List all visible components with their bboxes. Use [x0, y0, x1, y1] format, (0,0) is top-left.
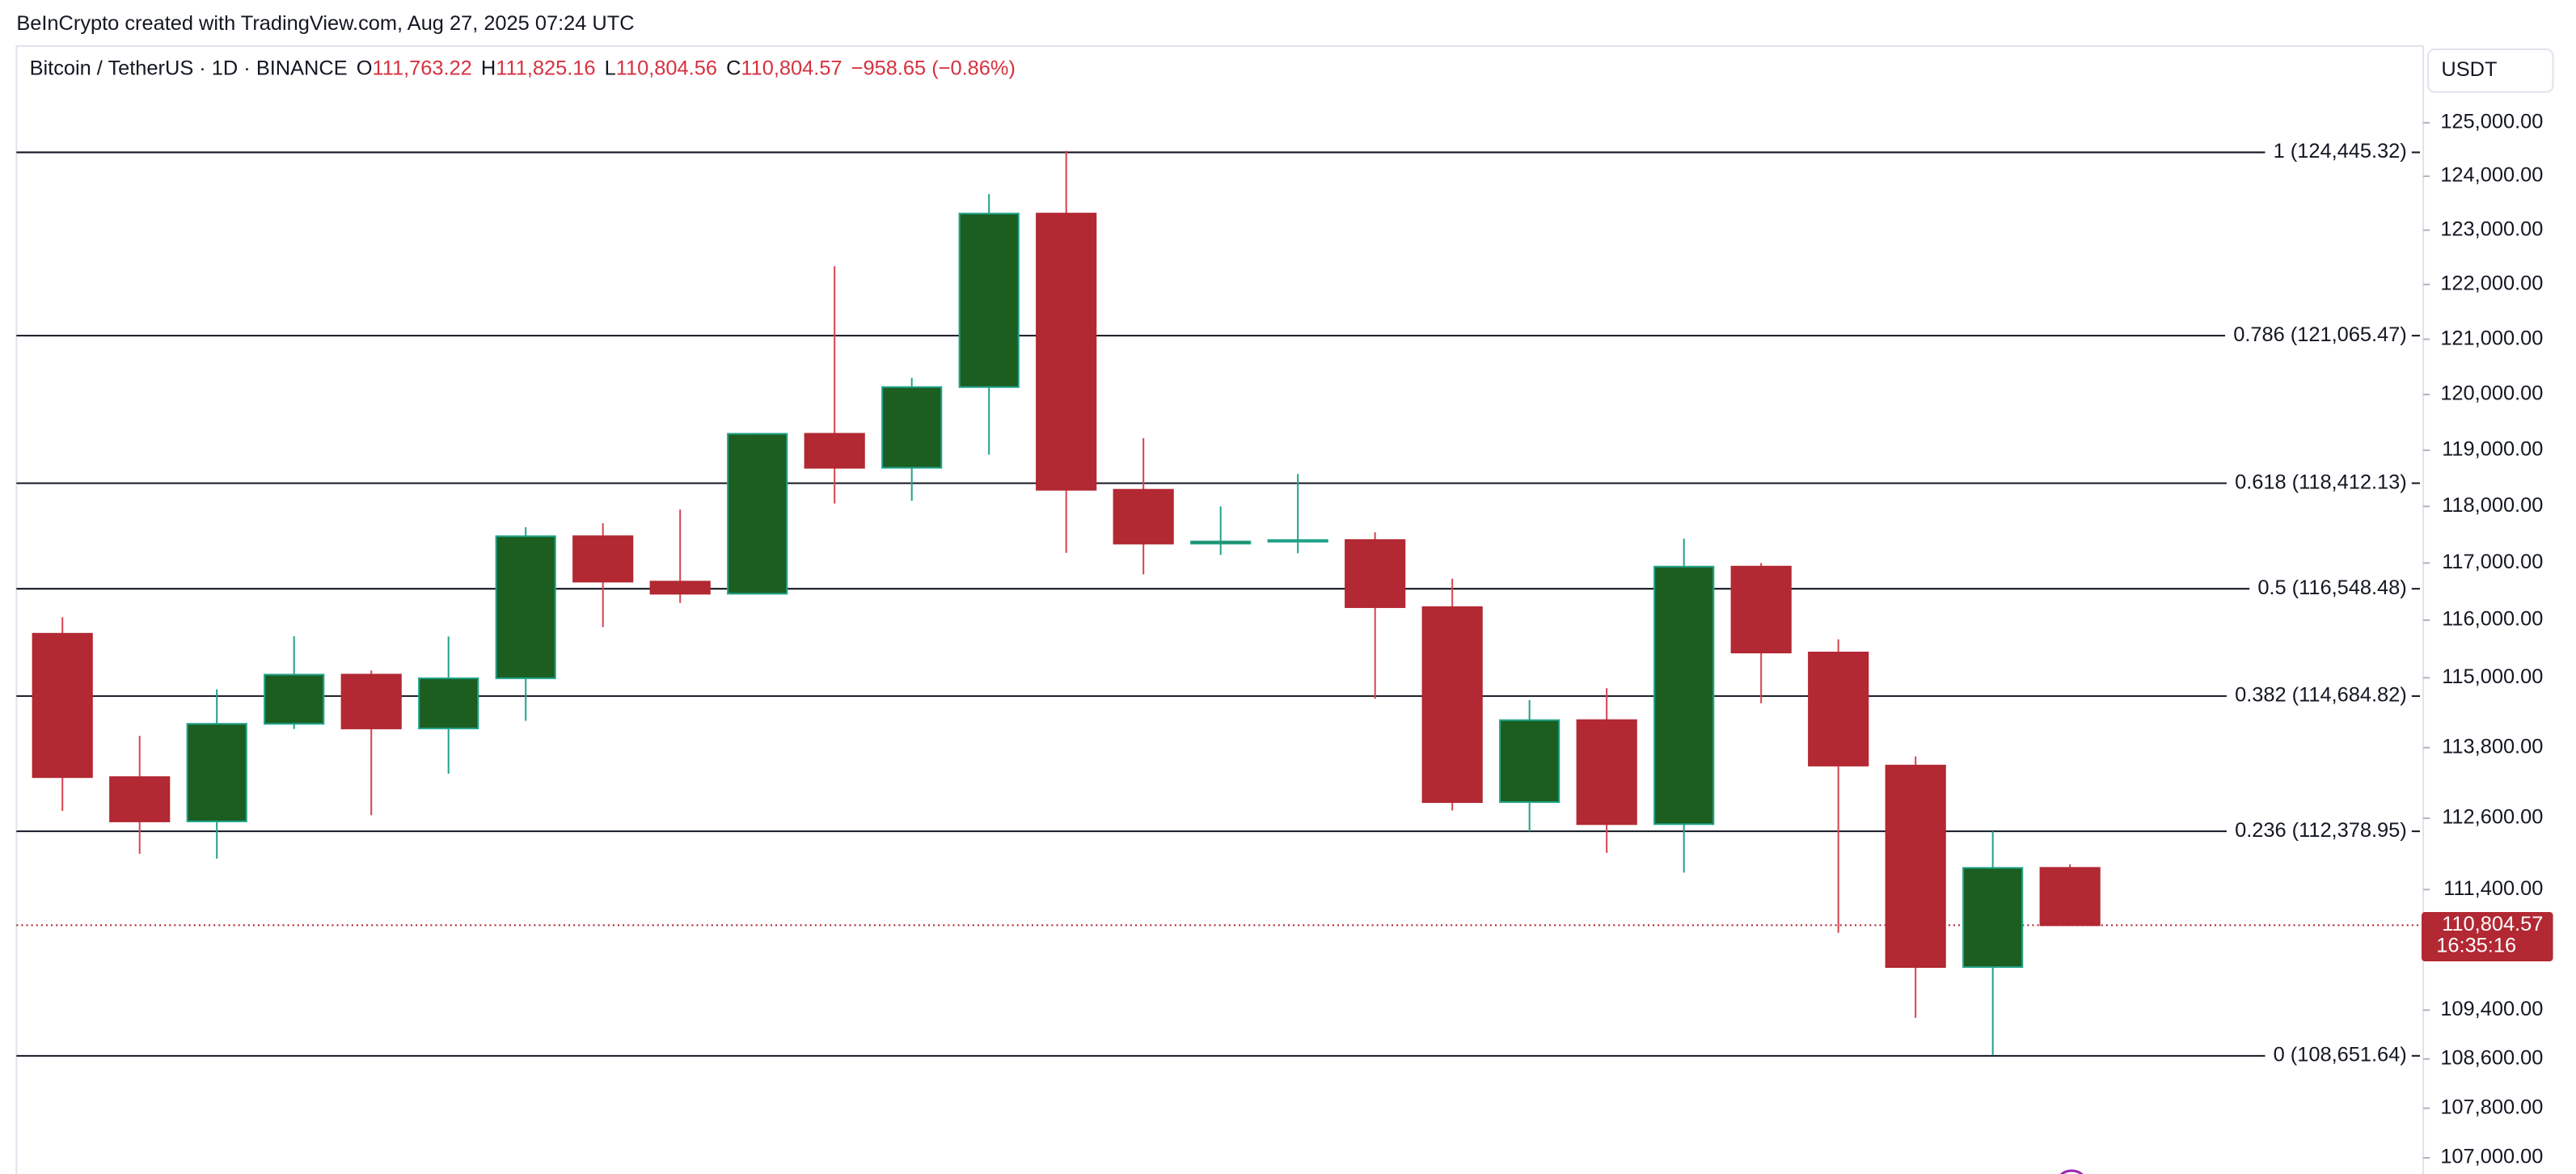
- y-tick-label: 118,000.00: [2442, 494, 2543, 517]
- y-tick-label: 120,000.00: [2440, 382, 2543, 405]
- candle-body: [1190, 540, 1252, 545]
- fib-label: 0.786 (121,065.47): [2233, 323, 2407, 346]
- countdown: 16:35:16: [2436, 934, 2516, 957]
- source: BeInCrypto created with TradingView.com,…: [16, 12, 634, 35]
- candle-body: [804, 433, 865, 469]
- fib-label: 0 (108,651.64): [2274, 1044, 2407, 1066]
- symbol: Bitcoin / TetherUS · 1D · BINANCE: [30, 57, 348, 79]
- candle-body: [1730, 565, 1792, 654]
- legend-label: H: [481, 57, 496, 79]
- candle-body: [1036, 213, 1097, 491]
- candle-body: [572, 535, 634, 583]
- candle-body: [264, 674, 325, 725]
- fib-label: 0.618 (118,412.13): [2235, 471, 2407, 493]
- legend-change: −958.65 (−0.86%): [851, 57, 1016, 79]
- legend-value: 111,763.22: [373, 57, 472, 79]
- fib-label: 0.5 (116,548.48): [2257, 576, 2406, 599]
- candle-body: [1962, 867, 2024, 969]
- y-tick-label: 111,400.00: [2443, 877, 2543, 900]
- candle-body: [1421, 606, 1483, 804]
- candle-body: [1653, 565, 1715, 826]
- legend-label: C: [726, 57, 741, 79]
- fib-label: 1 (124,445.32): [2274, 140, 2407, 163]
- candle-body: [186, 723, 247, 822]
- y-tick-label: 121,000.00: [2440, 327, 2543, 349]
- candle-body: [1499, 719, 1560, 804]
- legend-value: 110,804.57: [741, 57, 842, 79]
- candle-body: [881, 386, 943, 469]
- candle-body: [2039, 867, 2101, 927]
- legend: Bitcoin / TetherUS · 1D · BINANCE O111,7…: [30, 57, 1016, 79]
- candle-body: [1885, 764, 1946, 969]
- y-tick-label: 112,600.00: [2442, 806, 2543, 829]
- legend-value: 110,804.56: [616, 57, 717, 79]
- tv-icon: [2059, 1169, 2084, 1174]
- price-tag: [2422, 912, 2553, 961]
- y-tick-label: 124,000.00: [2440, 164, 2543, 187]
- y-tick-label: 115,000.00: [2442, 665, 2543, 688]
- fib-label: 0.236 (112,378.95): [2235, 819, 2407, 842]
- y-tick-label: 117,000.00: [2442, 551, 2543, 573]
- y-tick-label: 109,400.00: [2440, 998, 2543, 1020]
- fib-label: 0.382 (114,684.82): [2235, 684, 2407, 707]
- candle-body: [649, 581, 711, 595]
- y-tick-label: 107,000.00: [2440, 1146, 2543, 1168]
- legend-value: 111,825.16: [496, 57, 595, 79]
- y-tick-label: 116,000.00: [2442, 608, 2543, 631]
- currency[interactable]: USDT: [2441, 58, 2497, 81]
- candle-body: [1576, 719, 1637, 826]
- candle-body: [32, 632, 93, 779]
- y-tick-label: 113,800.00: [2442, 735, 2543, 758]
- y-tick-label: 107,800.00: [2440, 1096, 2543, 1118]
- candle-body: [1808, 652, 1869, 766]
- y-tick-label: 122,000.00: [2440, 272, 2543, 295]
- legend-label: O: [357, 57, 373, 79]
- legend-label: L: [605, 57, 616, 79]
- candle-body: [495, 535, 556, 679]
- candle-body: [1267, 538, 1328, 543]
- currency-button[interactable]: [2427, 48, 2554, 93]
- y-tick-label: 123,000.00: [2440, 217, 2543, 240]
- candle-body: [418, 677, 479, 729]
- candle-body: [958, 213, 1020, 388]
- candle-body: [340, 674, 402, 729]
- candle-body: [109, 776, 171, 822]
- y-tick-label: 119,000.00: [2442, 438, 2543, 461]
- price-tag-label: 110,804.57: [2442, 913, 2543, 935]
- candle-body: [1113, 488, 1174, 545]
- candle-body: [727, 433, 788, 595]
- candle-body: [1345, 538, 1406, 608]
- y-tick-label: 108,600.00: [2440, 1046, 2543, 1069]
- y-tick-label: 125,000.00: [2440, 111, 2543, 133]
